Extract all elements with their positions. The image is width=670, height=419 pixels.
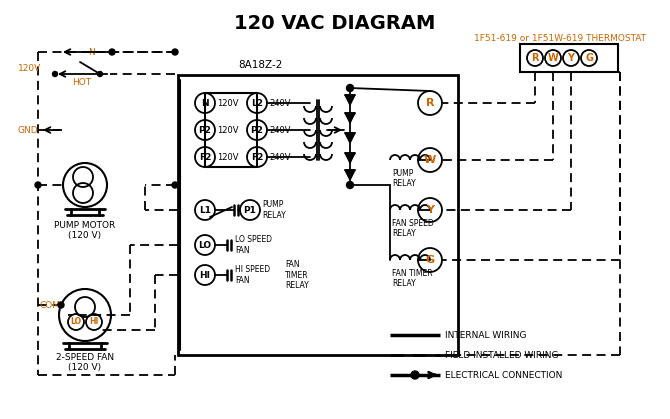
Text: 1F51-619 or 1F51W-619 THERMOSTAT: 1F51-619 or 1F51W-619 THERMOSTAT bbox=[474, 34, 646, 42]
Text: INTERNAL WIRING: INTERNAL WIRING bbox=[445, 331, 527, 339]
Text: N: N bbox=[88, 47, 95, 57]
Circle shape bbox=[411, 371, 419, 379]
Text: R: R bbox=[425, 98, 434, 108]
Circle shape bbox=[109, 49, 115, 55]
Text: FIELD INSTALLED WIRING: FIELD INSTALLED WIRING bbox=[445, 351, 559, 360]
Text: COM: COM bbox=[40, 300, 61, 310]
Text: 240V: 240V bbox=[269, 153, 291, 161]
Text: FAN SPEED
RELAY: FAN SPEED RELAY bbox=[392, 219, 433, 238]
Circle shape bbox=[35, 182, 41, 188]
Text: 120V: 120V bbox=[18, 64, 42, 72]
Text: R: R bbox=[531, 53, 539, 63]
Text: 240V: 240V bbox=[269, 98, 291, 108]
Text: W: W bbox=[547, 53, 558, 63]
Text: 240V: 240V bbox=[269, 126, 291, 134]
Text: HOT: HOT bbox=[72, 78, 91, 86]
Circle shape bbox=[98, 72, 103, 77]
Bar bbox=[520, 44, 618, 72]
Text: LO SPEED
FAN: LO SPEED FAN bbox=[235, 235, 272, 255]
Text: F2: F2 bbox=[251, 153, 263, 161]
Text: F2: F2 bbox=[199, 153, 211, 161]
Text: Y: Y bbox=[567, 53, 574, 63]
Text: ELECTRICAL CONNECTION: ELECTRICAL CONNECTION bbox=[445, 370, 562, 380]
Text: 120 VAC DIAGRAM: 120 VAC DIAGRAM bbox=[234, 14, 436, 33]
Text: LO: LO bbox=[70, 318, 82, 326]
Text: 2-SPEED FAN
(120 V): 2-SPEED FAN (120 V) bbox=[56, 353, 114, 372]
Polygon shape bbox=[345, 153, 355, 163]
Polygon shape bbox=[345, 133, 355, 143]
Circle shape bbox=[346, 181, 354, 189]
Text: Y: Y bbox=[426, 205, 434, 215]
Circle shape bbox=[346, 85, 354, 91]
Text: 120V: 120V bbox=[217, 98, 239, 108]
Text: FAN
TIMER
RELAY: FAN TIMER RELAY bbox=[285, 260, 309, 290]
Circle shape bbox=[172, 182, 178, 188]
Text: P2: P2 bbox=[251, 126, 263, 134]
Text: LO: LO bbox=[198, 241, 212, 249]
Text: L2: L2 bbox=[251, 98, 263, 108]
Bar bbox=[178, 75, 458, 355]
Polygon shape bbox=[345, 113, 355, 123]
Text: PUMP
RELAY: PUMP RELAY bbox=[262, 200, 285, 220]
Text: W: W bbox=[424, 155, 436, 165]
Text: G: G bbox=[425, 255, 435, 265]
Text: PUMP MOTOR
(120 V): PUMP MOTOR (120 V) bbox=[54, 221, 116, 241]
Text: G: G bbox=[585, 53, 593, 63]
Text: FAN TIMER
RELAY: FAN TIMER RELAY bbox=[392, 269, 433, 288]
Text: HI SPEED
FAN: HI SPEED FAN bbox=[235, 265, 270, 285]
Polygon shape bbox=[345, 95, 355, 105]
Text: P1: P1 bbox=[244, 205, 257, 215]
Text: 120V: 120V bbox=[217, 153, 239, 161]
Text: 120V: 120V bbox=[217, 126, 239, 134]
Circle shape bbox=[172, 49, 178, 55]
Text: P2: P2 bbox=[198, 126, 212, 134]
Text: N: N bbox=[201, 98, 209, 108]
Circle shape bbox=[58, 302, 64, 308]
Circle shape bbox=[52, 72, 58, 77]
Text: GND: GND bbox=[18, 126, 39, 134]
Text: HI: HI bbox=[89, 318, 98, 326]
Text: PUMP
RELAY: PUMP RELAY bbox=[392, 169, 416, 189]
Text: 8A18Z-2: 8A18Z-2 bbox=[238, 60, 282, 70]
Text: L1: L1 bbox=[199, 205, 211, 215]
Polygon shape bbox=[345, 170, 355, 180]
Text: HI: HI bbox=[200, 271, 210, 279]
